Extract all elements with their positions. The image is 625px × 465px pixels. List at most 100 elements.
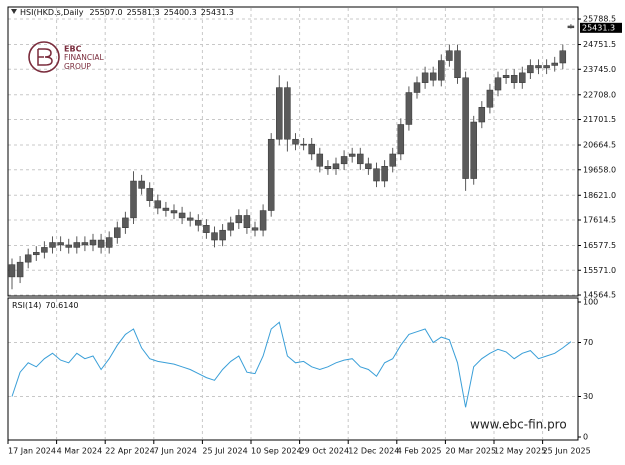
candle-body <box>24 254 32 263</box>
x-tick-label: 7 Jun 2024 <box>154 447 197 456</box>
candle-body <box>421 72 429 83</box>
x-tick-label: 20 Mar 2025 <box>445 447 496 456</box>
candle-body <box>308 143 315 155</box>
candle-body <box>57 242 64 246</box>
price-pane-frame <box>7 6 579 297</box>
candle-body <box>65 244 72 248</box>
price-tag: 25431.3 <box>582 23 615 32</box>
y-tick-label: 24751.5 <box>583 40 616 49</box>
y-tick-label: 23745.0 <box>583 65 616 74</box>
candle-body <box>373 168 380 182</box>
candle-body <box>470 121 477 179</box>
chart-header: HSI(HKD.s,Daily 25507.0 25581.3 25400.3 2543… <box>20 8 234 17</box>
price-tag-bg <box>580 22 622 33</box>
y-tick-label: 14564.5 <box>583 291 616 300</box>
candle-body <box>267 138 275 211</box>
rsi-header: RSI(14) 70.6140 <box>12 301 79 310</box>
x-tick-label: 12 May 2025 <box>494 447 546 456</box>
candle-body <box>8 264 16 278</box>
candle-body <box>478 107 486 123</box>
watermark: www.ebc-fin.pro <box>470 418 567 432</box>
candle-body <box>405 92 413 125</box>
y-tick-label: 16577.5 <box>583 241 616 250</box>
candle-body <box>146 188 153 201</box>
candle-body <box>381 166 388 182</box>
y-tick-label: 30 <box>583 392 593 401</box>
candle-body <box>438 60 445 81</box>
candle-body <box>389 153 396 167</box>
y-tick-label: 25788.5 <box>583 15 616 24</box>
candle-body <box>429 72 437 81</box>
candle-body <box>348 153 356 157</box>
y-tick-label: 17614.5 <box>583 216 616 225</box>
candle-body <box>186 217 194 221</box>
rsi-pane-frame <box>7 297 579 441</box>
candle-body <box>397 124 405 155</box>
candle-body <box>446 50 453 61</box>
x-tick-label: 29 Oct 2024 <box>300 447 349 456</box>
candle-body <box>300 143 307 146</box>
x-tick-label: 17 Jan 2024 <box>8 447 56 456</box>
candle-body <box>535 65 542 69</box>
y-tick-label: 22708.0 <box>583 90 616 99</box>
candle-body <box>510 75 518 83</box>
candle-body <box>227 222 234 231</box>
logo-line2: GROUP <box>64 62 91 71</box>
candle-body <box>543 65 550 69</box>
candle-body <box>138 180 145 189</box>
low-label: 25400.3 <box>164 8 197 17</box>
logo-ring <box>28 41 60 73</box>
candle-body <box>73 242 81 248</box>
candle-body <box>203 225 210 233</box>
mark-layer <box>8 24 575 408</box>
candle-body <box>259 210 267 231</box>
y-tick-label: 0 <box>583 433 588 442</box>
rsi-value: 70.6140 <box>45 301 78 310</box>
candle-body <box>122 217 129 228</box>
y-tick-label: 70 <box>583 338 593 347</box>
symbol: HSI(HKD.s,Daily <box>20 8 84 17</box>
candle-body <box>462 77 469 179</box>
rsi-name: RSI(14) <box>12 301 41 310</box>
candle-body <box>551 62 558 66</box>
candle-body <box>292 138 299 145</box>
x-tick-label: 4 Mar 2024 <box>57 447 103 456</box>
y-tick-label: 21701.5 <box>583 115 616 124</box>
candle-body <box>211 232 218 241</box>
x-tick-label: 12 Dec 2024 <box>348 447 399 456</box>
candle-body <box>97 239 105 248</box>
close-label: 25431.3 <box>201 8 234 17</box>
candle-body <box>16 261 24 278</box>
candle-body <box>178 212 186 219</box>
candle-body <box>105 237 113 248</box>
x-tick-label: 22 Apr 2024 <box>105 447 154 456</box>
candle-body <box>559 50 567 64</box>
x-tick-label: 4 Feb 2025 <box>397 447 442 456</box>
candle-body <box>284 87 291 140</box>
candle-body <box>519 72 526 83</box>
x-tick-label: 25 Jul 2024 <box>202 447 247 456</box>
candle-body <box>114 227 121 238</box>
candle-body <box>340 156 348 165</box>
candle-body <box>162 207 170 211</box>
logo-line1: FINANCIAL <box>64 53 104 62</box>
candle-body <box>243 215 251 228</box>
candle-body <box>195 220 202 226</box>
logo-monogram <box>37 48 53 66</box>
x-tick-label: 25 Jun 2025 <box>543 447 591 456</box>
candle-body <box>170 210 178 214</box>
candle-body <box>365 163 372 169</box>
y-tick-label: 19658.0 <box>583 165 616 174</box>
candle-body <box>454 50 461 79</box>
logo-brand: EBC <box>64 45 82 54</box>
candle-body <box>316 153 324 167</box>
candle-body <box>324 166 332 169</box>
candle-body <box>332 163 340 169</box>
y-tick-label: 18621.0 <box>583 191 616 200</box>
x-tick-label: 10 Sep 2024 <box>251 447 302 456</box>
candle-body <box>413 82 421 93</box>
candle-body <box>41 247 48 253</box>
open-label: 25507.0 <box>90 8 123 17</box>
candle-body <box>89 239 97 246</box>
